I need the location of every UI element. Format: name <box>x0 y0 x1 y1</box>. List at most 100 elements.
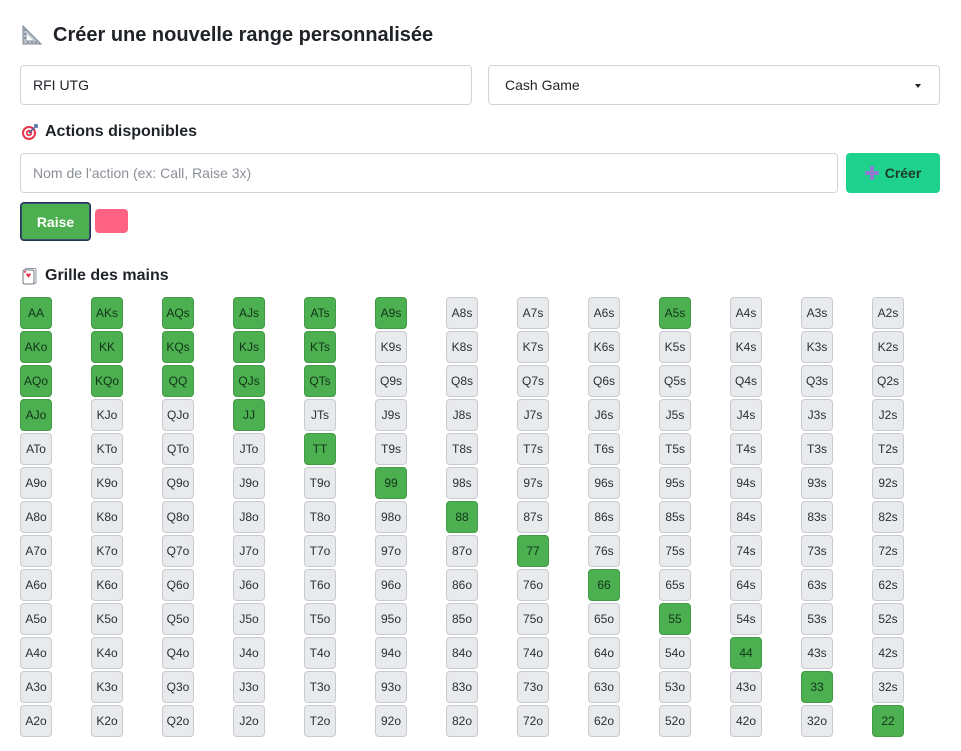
hand-cell[interactable]: 72s <box>872 535 904 567</box>
hand-cell[interactable]: A8s <box>446 297 478 329</box>
hand-cell[interactable]: AQo <box>20 365 52 397</box>
hand-cell[interactable]: TT <box>304 433 336 465</box>
hand-cell[interactable]: 32o <box>801 705 833 737</box>
hand-cell[interactable]: T6s <box>588 433 620 465</box>
hand-cell[interactable]: Q9s <box>375 365 407 397</box>
hand-cell[interactable]: AKo <box>20 331 52 363</box>
hand-cell[interactable]: 95o <box>375 603 407 635</box>
hand-cell[interactable]: ATo <box>20 433 52 465</box>
hand-cell[interactable]: K4o <box>91 637 123 669</box>
hand-cell[interactable]: JTo <box>233 433 265 465</box>
hand-cell[interactable]: K6o <box>91 569 123 601</box>
range-name-input[interactable]: RFI UTG <box>20 65 472 105</box>
hand-cell[interactable]: A4o <box>20 637 52 669</box>
hand-cell[interactable]: QTs <box>304 365 336 397</box>
hand-cell[interactable]: A8o <box>20 501 52 533</box>
hand-cell[interactable]: T5o <box>304 603 336 635</box>
hand-cell[interactable]: A5s <box>659 297 691 329</box>
hand-cell[interactable]: 32s <box>872 671 904 703</box>
hand-cell[interactable]: AJo <box>20 399 52 431</box>
hand-cell[interactable]: 42o <box>730 705 762 737</box>
hand-cell[interactable]: 97s <box>517 467 549 499</box>
hand-cell[interactable]: 62o <box>588 705 620 737</box>
hand-cell[interactable]: T2s <box>872 433 904 465</box>
hand-cell[interactable]: 53s <box>801 603 833 635</box>
hand-cell[interactable]: 85s <box>659 501 691 533</box>
hand-cell[interactable]: 93o <box>375 671 407 703</box>
hand-cell[interactable]: QJo <box>162 399 194 431</box>
hand-cell[interactable]: Q5s <box>659 365 691 397</box>
hand-cell[interactable]: J9s <box>375 399 407 431</box>
hand-cell[interactable]: KTo <box>91 433 123 465</box>
hand-cell[interactable]: 73o <box>517 671 549 703</box>
hand-cell[interactable]: 65s <box>659 569 691 601</box>
hand-cell[interactable]: 62s <box>872 569 904 601</box>
hand-cell[interactable]: 85o <box>446 603 478 635</box>
hand-cell[interactable]: J7s <box>517 399 549 431</box>
hand-cell[interactable]: 96o <box>375 569 407 601</box>
hand-cell[interactable]: JJ <box>233 399 265 431</box>
hand-cell[interactable]: 66 <box>588 569 620 601</box>
hand-cell[interactable]: 44 <box>730 637 762 669</box>
hand-cell[interactable]: QJs <box>233 365 265 397</box>
action-color-swatch[interactable] <box>95 209 128 233</box>
hand-cell[interactable]: Q7s <box>517 365 549 397</box>
hand-cell[interactable]: 54o <box>659 637 691 669</box>
hand-cell[interactable]: KQo <box>91 365 123 397</box>
hand-cell[interactable]: 83o <box>446 671 478 703</box>
hand-cell[interactable]: 82s <box>872 501 904 533</box>
hand-cell[interactable]: A5o <box>20 603 52 635</box>
hand-cell[interactable]: J5o <box>233 603 265 635</box>
hand-cell[interactable]: T6o <box>304 569 336 601</box>
action-chip-raise[interactable]: Raise <box>20 202 91 241</box>
hand-cell[interactable]: A9s <box>375 297 407 329</box>
hand-cell[interactable]: KQs <box>162 331 194 363</box>
hand-cell[interactable]: 64o <box>588 637 620 669</box>
hand-cell[interactable]: 97o <box>375 535 407 567</box>
hand-cell[interactable]: 54s <box>730 603 762 635</box>
hand-cell[interactable]: A4s <box>730 297 762 329</box>
hand-cell[interactable]: 65o <box>588 603 620 635</box>
hand-cell[interactable]: J6o <box>233 569 265 601</box>
hand-cell[interactable]: 52o <box>659 705 691 737</box>
hand-cell[interactable]: QTo <box>162 433 194 465</box>
hand-cell[interactable]: A6o <box>20 569 52 601</box>
hand-cell[interactable]: J4s <box>730 399 762 431</box>
action-name-input[interactable]: Nom de l'action (ex: Call, Raise 3x) <box>20 153 838 193</box>
hand-cell[interactable]: 98o <box>375 501 407 533</box>
hand-cell[interactable]: Q8o <box>162 501 194 533</box>
hand-cell[interactable]: 75o <box>517 603 549 635</box>
hand-cell[interactable]: Q6s <box>588 365 620 397</box>
hand-cell[interactable]: K2o <box>91 705 123 737</box>
hand-cell[interactable]: KJo <box>91 399 123 431</box>
hand-cell[interactable]: 33 <box>801 671 833 703</box>
hand-cell[interactable]: 76s <box>588 535 620 567</box>
hand-cell[interactable]: KJs <box>233 331 265 363</box>
hand-cell[interactable]: T8s <box>446 433 478 465</box>
hand-cell[interactable]: 92o <box>375 705 407 737</box>
hand-cell[interactable]: AA <box>20 297 52 329</box>
hand-cell[interactable]: JTs <box>304 399 336 431</box>
hand-cell[interactable]: K9o <box>91 467 123 499</box>
hand-cell[interactable]: 72o <box>517 705 549 737</box>
hand-cell[interactable]: 82o <box>446 705 478 737</box>
hand-cell[interactable]: AKs <box>91 297 123 329</box>
hand-cell[interactable]: 75s <box>659 535 691 567</box>
hand-cell[interactable]: Q7o <box>162 535 194 567</box>
hand-cell[interactable]: T7o <box>304 535 336 567</box>
hand-cell[interactable]: 55 <box>659 603 691 635</box>
hand-cell[interactable]: T9o <box>304 467 336 499</box>
hand-cell[interactable]: J6s <box>588 399 620 431</box>
hand-cell[interactable]: 93s <box>801 467 833 499</box>
hand-cell[interactable]: K6s <box>588 331 620 363</box>
hand-cell[interactable]: 99 <box>375 467 407 499</box>
hand-cell[interactable]: AJs <box>233 297 265 329</box>
hand-cell[interactable]: 84s <box>730 501 762 533</box>
hand-cell[interactable]: T8o <box>304 501 336 533</box>
hand-cell[interactable]: T5s <box>659 433 691 465</box>
hand-cell[interactable]: J8s <box>446 399 478 431</box>
hand-cell[interactable]: 84o <box>446 637 478 669</box>
hand-cell[interactable]: 98s <box>446 467 478 499</box>
hand-cell[interactable]: T9s <box>375 433 407 465</box>
hand-cell[interactable]: J2s <box>872 399 904 431</box>
